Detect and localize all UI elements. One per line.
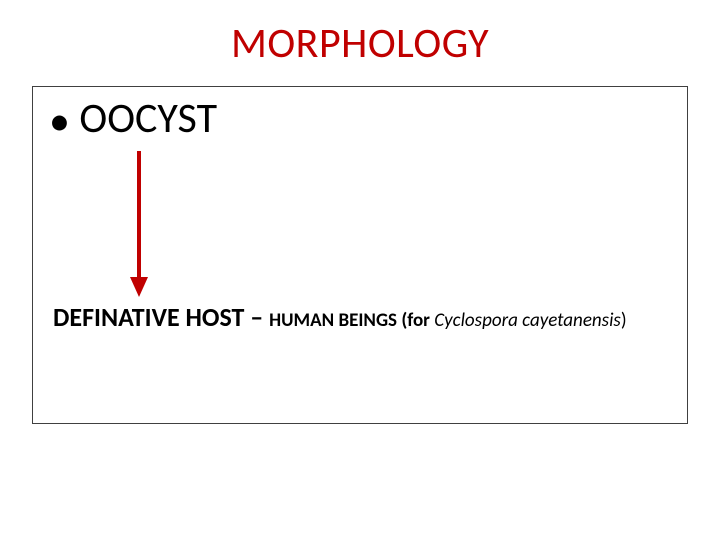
bullet-dot: •: [49, 96, 70, 147]
down-arrow-icon: [127, 151, 151, 297]
host-label: DEFINATIVE HOST –: [53, 301, 269, 333]
slide: MORPHOLOGY • OOCYST DEFINATIVE HOST – HU…: [0, 0, 720, 540]
definitive-host-line: DEFINATIVE HOST – HUMAN BEINGS (for Cycl…: [53, 301, 627, 333]
host-close-paren: ): [621, 309, 627, 332]
host-species: Cyclospora cayetanensis: [434, 309, 621, 332]
slide-title: MORPHOLOGY: [0, 18, 720, 69]
bullet-text: OOCYST: [79, 93, 217, 144]
content-box: • OOCYST DEFINATIVE HOST – HUMAN BEINGS …: [32, 86, 688, 424]
bullet-oocyst: • OOCYST: [49, 93, 217, 147]
host-desc: HUMAN BEINGS (for: [269, 309, 434, 332]
